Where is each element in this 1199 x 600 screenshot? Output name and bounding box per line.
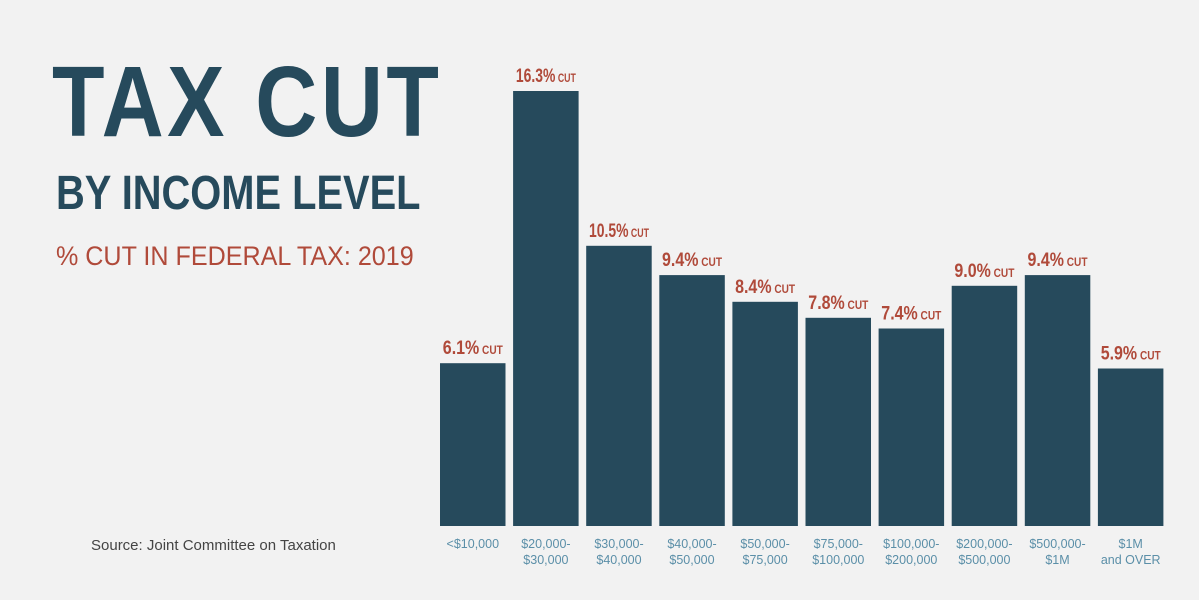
bar bbox=[1024, 275, 1091, 526]
bar-value-label: 9.0% CUT bbox=[954, 261, 1015, 282]
x-tick-label: $40,000-$50,000 bbox=[667, 537, 716, 567]
bar bbox=[878, 328, 945, 526]
x-tick-label: $500,000-$1M bbox=[1029, 537, 1085, 567]
bar-value-label: 5.9% CUT bbox=[1101, 344, 1162, 365]
bar-value-label: 7.8% CUT bbox=[808, 293, 869, 314]
x-tick-label: $30,000-$40,000 bbox=[594, 537, 643, 567]
x-tick-label: $20,000-$30,000 bbox=[521, 537, 570, 567]
bar-value-label: 10.5% CUT bbox=[589, 221, 649, 242]
page-title: TAX CUT bbox=[52, 46, 443, 158]
bar-value-label: 9.4% CUT bbox=[662, 250, 723, 271]
x-tick-label: $100,000-$200,000 bbox=[883, 537, 939, 567]
bar-value-label: 7.4% CUT bbox=[881, 304, 942, 325]
bar bbox=[732, 301, 798, 526]
source-note: Source: Joint Committee on Taxation bbox=[91, 537, 336, 554]
x-tick-label: $50,000-$75,000 bbox=[740, 537, 789, 567]
bar bbox=[659, 275, 725, 526]
x-tick-label: $75,000-$100,000 bbox=[812, 537, 864, 567]
bar bbox=[513, 91, 579, 526]
bar bbox=[586, 245, 652, 527]
measure-description: % CUT IN FEDERAL TAX: 2019 bbox=[56, 241, 414, 271]
bar bbox=[440, 363, 506, 526]
left-panel: TAX CUT BY INCOME LEVEL % CUT IN FEDERAL… bbox=[0, 0, 439, 600]
page-subtitle: BY INCOME LEVEL bbox=[56, 167, 421, 220]
bar-value-label: 8.4% CUT bbox=[735, 277, 796, 298]
x-tick-label: <$10,000 bbox=[447, 537, 500, 551]
bar-value-label: 9.4% CUT bbox=[1028, 250, 1089, 271]
x-tick-label: $200,000-$500,000 bbox=[956, 537, 1012, 567]
bar-value-label: 16.3% CUT bbox=[516, 66, 576, 87]
x-tick-label: $1M and OVER bbox=[1101, 537, 1161, 567]
bar bbox=[1097, 368, 1164, 526]
bar bbox=[805, 317, 871, 526]
bar bbox=[951, 285, 1018, 526]
bar-value-label: 6.1% CUT bbox=[443, 338, 504, 359]
